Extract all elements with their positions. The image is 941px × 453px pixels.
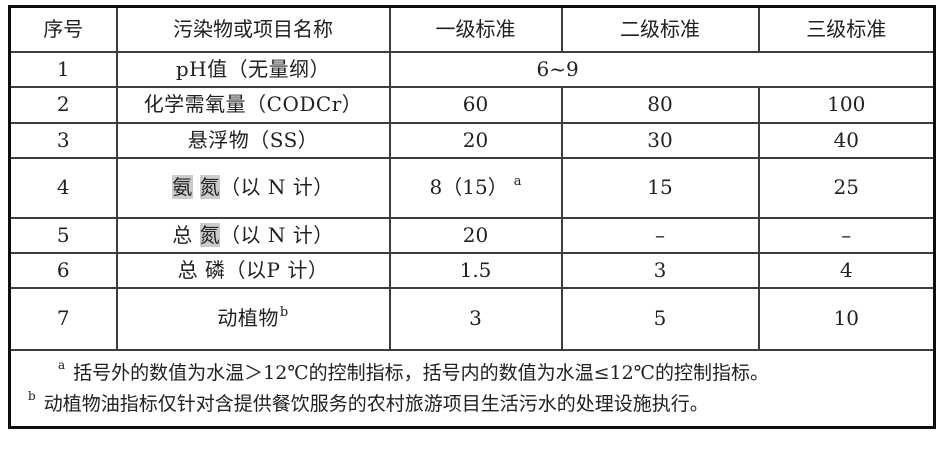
text-segment: 5 (653, 306, 667, 330)
footnotes-row: a 括号外的数值为水温＞12℃的控制指标，括号内的数值为水温≤12℃的控制指标。 … (8, 348, 936, 429)
row-number-cell: 4 (8, 156, 118, 219)
value-cell: 20 (388, 216, 563, 254)
value-cell: 15 (560, 156, 760, 219)
column-header-level1-standard: 一级标准 (388, 5, 563, 53)
text-segment: 3 (653, 257, 667, 282)
value-cell: 60 (388, 85, 563, 124)
footnote-a-marker: a (58, 358, 66, 373)
table-row: 3 悬浮物（SS） 20 30 40 (8, 121, 936, 159)
value-cell: 3 (388, 286, 563, 351)
highlighted-char: 氮 (199, 175, 221, 199)
text-segment: 1.5 (459, 257, 492, 282)
text-segment: 60 (462, 92, 489, 116)
text-segment: 25 (833, 175, 859, 199)
text-segment: 20 (462, 222, 489, 247)
row-number-cell: 3 (8, 121, 118, 159)
text-segment: 8（15） (429, 175, 508, 199)
table-row: 2 化学需氧量（CODCr） 60 80 100 (8, 85, 936, 124)
footnote-a-text: 括号外的数值为水温＞12℃的控制指标，括号内的数值为水温≤12℃的控制指标。 (73, 361, 769, 384)
row-number-cell: 7 (8, 286, 118, 351)
table-header-row: 序号 污染物或项目名称 一级标准 二级标准 三级标准 (8, 5, 936, 53)
value-cell: 20 (388, 121, 563, 159)
value-cell: – (560, 216, 760, 254)
pollutant-name-cell: pH值（无量纲） (115, 50, 391, 88)
row-number-cell: 2 (8, 85, 118, 124)
text-segment: 总 磷（以P 计） (177, 257, 329, 282)
text-segment: – (655, 222, 665, 247)
value-cell: 5 (560, 286, 760, 351)
value-cell: 3 (560, 251, 760, 289)
value-cell: 40 (757, 121, 936, 159)
row-number-cell: 1 (8, 50, 118, 88)
text-segment: 15 (647, 175, 673, 199)
value-cell: 80 (560, 85, 760, 124)
text-segment (193, 175, 200, 199)
table-row: 6 总 磷（以P 计） 1.5 3 4 (8, 251, 936, 289)
row-number-cell: 6 (8, 251, 118, 289)
text-segment: 悬浮物（SS） (187, 127, 319, 152)
ph-range-cell: 6~9 (388, 50, 936, 88)
text-segment: 动植物 (217, 306, 279, 330)
column-header-level3-standard: 三级标准 (757, 5, 936, 53)
pollutant-name-cell: 悬浮物（SS） (115, 121, 391, 159)
value-cell: 8（15） a (388, 156, 563, 219)
text-segment: 20 (462, 127, 489, 152)
value-cell: 4 (757, 251, 936, 289)
text-segment: 30 (647, 127, 673, 152)
pollutant-name-cell: 氨 氮（以 N 计） (115, 156, 391, 219)
value-cell: 10 (757, 286, 936, 351)
text-segment: 6~9 (536, 56, 579, 81)
text-segment: 4 (839, 257, 853, 282)
row-number-cell: 5 (8, 216, 118, 254)
pollutant-name-cell: 总 磷（以P 计） (115, 251, 391, 289)
highlighted-char: 氨 (172, 175, 193, 199)
column-header-pollutant-name: 污染物或项目名称 (115, 5, 391, 53)
pollutant-name-cell: 化学需氧量（CODCr） (115, 85, 391, 124)
superscript-marker: a (513, 174, 522, 190)
value-cell: 30 (560, 121, 760, 159)
highlighted-char: 氮 (199, 222, 221, 247)
pollutant-name-cell: 动植物b (115, 286, 391, 351)
footnote-b-text: 动植物油指标仅针对含提供餐饮服务的农村旅游项目生活污水的处理设施执行。 (43, 392, 709, 415)
text-segment: 10 (833, 306, 859, 330)
text-segment: – (841, 222, 852, 247)
superscript-marker: b (279, 305, 289, 321)
text-segment: 80 (647, 92, 673, 116)
column-header-level2-standard: 二级标准 (560, 5, 760, 53)
footnote-b: b 动植物油指标仅针对含提供餐饮服务的农村旅游项目生活污水的处理设施执行。 (14, 389, 921, 420)
text-segment: 化学需氧量（CODCr） (143, 92, 363, 116)
value-cell: 1.5 (388, 251, 563, 289)
column-header-serial: 序号 (8, 5, 118, 53)
footnote-b-marker: b (28, 389, 36, 404)
footnote-a: a 括号外的数值为水温＞12℃的控制指标，括号内的数值为水温≤12℃的控制指标。 (14, 358, 921, 389)
text-segment: pH值（无量纲） (175, 56, 331, 81)
footnotes-cell: a 括号外的数值为水温＞12℃的控制指标，括号内的数值为水温≤12℃的控制指标。 … (8, 348, 936, 429)
table-row: 1 pH值（无量纲） 6~9 (8, 50, 936, 88)
pollutant-name-cell: 总 氮（以 N 计） (115, 216, 391, 254)
value-cell: – (757, 216, 936, 254)
table-row: 7 动植物b 3 5 10 (8, 286, 936, 351)
text-segment: （以 N 计） (220, 175, 334, 199)
text-segment: 100 (827, 92, 866, 116)
pollutant-standards-table: 序号 污染物或项目名称 一级标准 二级标准 三级标准 1 pH值（无量纲） 6~9 2… (8, 5, 936, 429)
value-cell: 25 (757, 156, 936, 219)
text-segment: 总 (172, 222, 200, 247)
text-segment: 40 (833, 127, 859, 152)
text-segment: （以 N 计） (220, 222, 334, 247)
text-segment: 3 (469, 306, 482, 330)
value-cell: 100 (757, 85, 936, 124)
